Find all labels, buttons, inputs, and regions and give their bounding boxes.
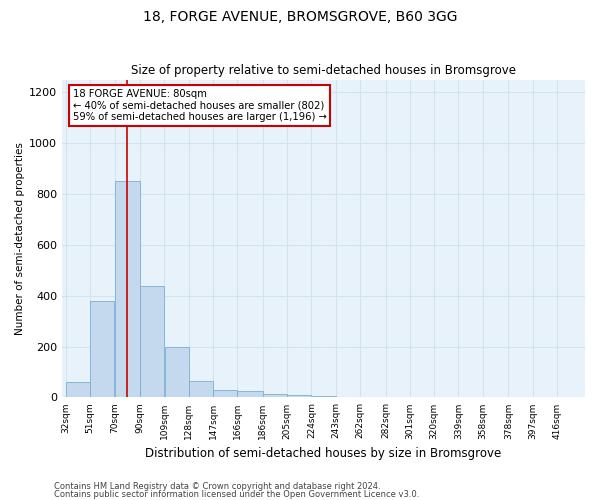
Text: Contains public sector information licensed under the Open Government Licence v3: Contains public sector information licen… [54, 490, 419, 499]
Bar [287, 395, 311, 398]
X-axis label: Distribution of semi-detached houses by size in Bromsgrove: Distribution of semi-detached houses by … [145, 447, 502, 460]
Bar [263, 394, 287, 398]
Bar [164, 346, 188, 398]
Bar [91, 301, 115, 398]
Bar [336, 397, 360, 398]
Y-axis label: Number of semi-detached properties: Number of semi-detached properties [15, 142, 25, 335]
Bar [311, 396, 335, 398]
Bar [189, 381, 213, 398]
Title: Size of property relative to semi-detached houses in Bromsgrove: Size of property relative to semi-detach… [131, 64, 516, 77]
Bar [115, 182, 140, 398]
Bar [66, 382, 90, 398]
Bar [140, 286, 164, 398]
Text: 18 FORGE AVENUE: 80sqm
← 40% of semi-detached houses are smaller (802)
59% of se: 18 FORGE AVENUE: 80sqm ← 40% of semi-det… [73, 89, 326, 122]
Text: Contains HM Land Registry data © Crown copyright and database right 2024.: Contains HM Land Registry data © Crown c… [54, 482, 380, 491]
Text: 18, FORGE AVENUE, BROMSGROVE, B60 3GG: 18, FORGE AVENUE, BROMSGROVE, B60 3GG [143, 10, 457, 24]
Bar [238, 391, 263, 398]
Bar [213, 390, 237, 398]
